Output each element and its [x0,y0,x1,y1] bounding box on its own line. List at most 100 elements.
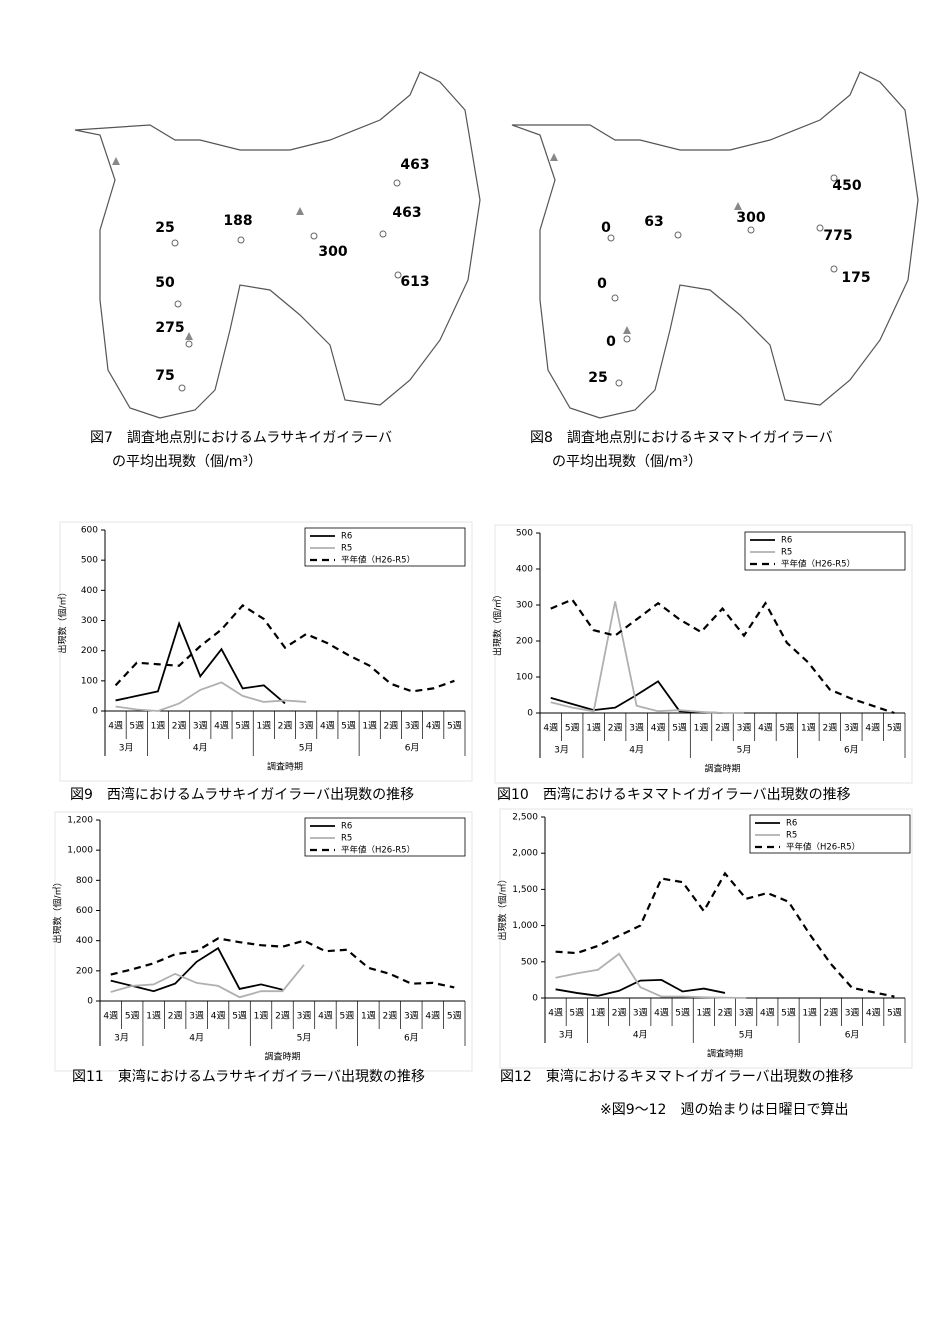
x-tick-label: 5週 [887,723,902,734]
x-tick-label: 2週 [168,1011,183,1022]
y-tick-label: 400 [516,565,533,575]
x-tick-label: 1週 [146,1011,161,1022]
y-tick-label: 1,000 [67,846,93,856]
x-tick-label: 5週 [340,1011,355,1022]
x-tick-label: 3週 [737,723,752,734]
x-tick-label: 5週 [447,721,462,732]
y-axis-label: 出現数（個/㎡） [497,874,509,940]
y-tick-label: 2,500 [512,813,538,823]
x-tick-label: 5週 [235,721,250,732]
y-tick-label: 500 [521,957,538,967]
x-tick-label: 4週 [103,1011,118,1022]
series-line [555,952,747,999]
x-tick-label: 4週 [758,723,773,734]
x-tick-label: 2週 [715,723,730,734]
y-tick-label: 1,000 [512,921,538,931]
x-group-label: 6月 [844,745,859,756]
x-tick-label: 5週 [675,1008,690,1019]
station-marker [178,384,186,392]
x-tick-label: 5週 [569,1008,584,1019]
x-tick-label: 3週 [629,723,644,734]
chart-title: 図10 西湾におけるキヌマトイガイラーバ出現数の推移 [497,786,851,803]
x-tick-label: 4週 [320,721,335,732]
station-value: 275 [155,320,184,336]
x-tick-label: 4週 [760,1008,775,1019]
station-value: 188 [223,213,252,229]
station-marker [615,379,623,387]
x-tick-label: 5週 [887,1008,902,1019]
map-caption: の平均出現数（個/m³） [552,454,702,470]
x-tick-label: 5週 [447,1011,462,1022]
station-marker [747,226,755,234]
map-coastline [511,71,919,419]
chart-frame [499,808,913,1069]
x-group-label: 6月 [405,743,420,754]
x-tick-label: 4週 [651,723,666,734]
station-marker [816,224,824,232]
x-group-label: 4月 [193,743,208,754]
x-tick-label: 4週 [426,721,441,732]
station-value: 463 [392,205,421,221]
x-group-label: 5月 [297,1033,312,1044]
chart-title: 図11 東湾におけるムラサキイガイラーバ出現数の推移 [72,1068,425,1085]
series-line [550,598,895,715]
x-tick-label: 3週 [193,721,208,732]
x-tick-label: 1週 [586,723,601,734]
x-tick-label: 4週 [214,721,229,732]
chart-title: 図12 東湾におけるキヌマトイガイラーバ出現数の推移 [500,1068,854,1085]
station-marker [310,232,318,240]
y-axis-label: 出現数（個/㎡） [52,877,64,943]
legend-label: 平年値（H26-R5） [341,845,415,856]
map-caption: の平均出現数（個/m³） [112,454,262,470]
x-tick-label: 4週 [211,1011,226,1022]
x-tick-label: 1週 [361,1011,376,1022]
station-marker [379,230,387,238]
y-tick-label: 400 [76,936,93,946]
station-value: 75 [155,368,174,384]
x-tick-label: 5週 [129,721,144,732]
legend-label: R5 [341,834,352,844]
x-tick-label: 1週 [801,723,816,734]
x-tick-label: 3週 [405,721,420,732]
station-marker [830,265,838,273]
y-tick-label: 0 [87,997,93,1007]
x-group-label: 6月 [404,1033,419,1044]
x-tick-label: 5週 [125,1011,140,1022]
x-tick-label: 5週 [672,723,687,734]
legend-label: R6 [341,822,352,832]
station-value: 463 [400,157,429,173]
legend-label: R6 [786,819,797,829]
x-axis-label: 調査時期 [264,1051,300,1063]
y-tick-label: 600 [76,906,93,916]
x-tick-label: 4週 [548,1008,563,1019]
station-value: 25 [155,220,174,236]
y-tick-label: 0 [527,709,533,719]
station-marker [174,300,182,308]
series-line [550,601,744,714]
x-group-label: 3月 [119,743,134,754]
series-line [555,978,726,997]
chart-frame [54,811,473,1072]
series-line [110,946,283,993]
station-value: 50 [155,275,175,291]
station-value: 613 [400,274,429,290]
x-group-label: 3月 [114,1033,129,1044]
station-marker [185,340,193,348]
station-value: 63 [644,214,663,230]
station-marker [237,236,245,244]
legend-label: R6 [341,532,352,542]
station-marker [734,202,742,210]
x-tick-label: 1週 [694,723,709,734]
station-value: 300 [318,244,347,260]
y-tick-label: 1,200 [67,816,93,826]
station-marker [623,326,631,334]
x-tick-label: 2週 [278,721,293,732]
y-tick-label: 200 [81,646,98,656]
x-axis-label: 調査時期 [704,763,740,775]
station-marker [607,234,615,242]
legend-box [744,531,906,571]
x-tick-label: 2週 [822,723,837,734]
y-tick-label: 500 [516,529,533,539]
x-tick-label: 5週 [781,1008,796,1019]
x-tick-label: 1週 [256,721,271,732]
